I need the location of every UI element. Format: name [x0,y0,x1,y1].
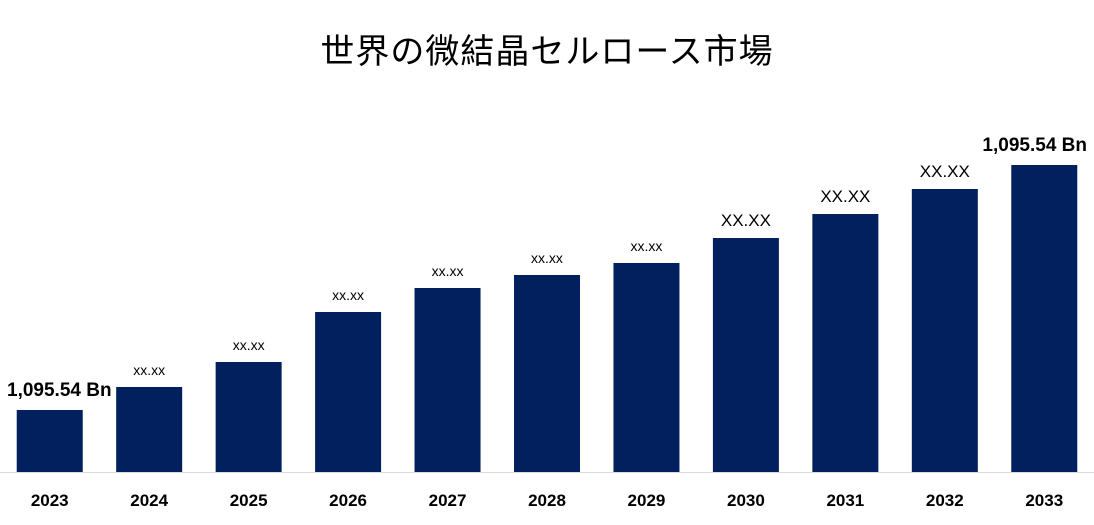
x-tick-2024: 2024 [130,491,168,510]
data-label-2033: 1,095.54 Bn [982,135,1087,156]
x-tick-2029: 2029 [628,491,666,510]
bar-2029 [613,263,680,472]
bar-2024 [116,387,183,472]
data-label-2031: XX.XX [820,187,870,206]
bar-2027 [414,288,481,472]
bar-2028 [514,275,580,472]
x-tick-2028: 2028 [528,491,566,510]
data-label-2025: xx.xx [233,337,265,353]
data-label-2030: XX.XX [721,211,771,230]
x-tick-2030: 2030 [727,491,765,510]
x-tick-2023: 2023 [31,491,69,510]
bar-2023 [16,410,83,472]
bar-2031 [812,214,879,472]
bar-2030 [712,238,779,472]
bars-group [16,165,1078,472]
x-tick-2032: 2032 [926,491,964,510]
data-label-2024: xx.xx [133,362,165,378]
bar-2025 [215,362,282,472]
bar-2026 [315,312,382,472]
data-label-2029: xx.xx [631,238,663,254]
data-labels-group: 1,095.54 Bn xx.xx xx.xx xx.xx xx.xx xx.xx xx.x… [7,135,1087,401]
bar-2033 [1011,165,1078,472]
x-tick-2033: 2033 [1025,491,1063,510]
data-label-2028: xx.xx [531,250,563,266]
x-tick-2026: 2026 [329,491,367,510]
x-tick-2027: 2027 [429,491,467,510]
data-label-2027: xx.xx [432,263,464,279]
x-tick-2025: 2025 [230,491,268,510]
bar-2032 [911,189,978,472]
x-tick-2031: 2031 [826,491,864,510]
data-label-2023: 1,095.54 Bn [7,380,112,401]
x-tick-labels-group: 2023 2024 2025 2026 2027 2028 2029 2030 2031 2032… [31,491,1063,510]
data-label-2032: XX.XX [920,162,970,181]
chart-title: 世界の微結晶セルロース市場 [320,32,774,72]
data-label-2026: xx.xx [332,287,364,303]
